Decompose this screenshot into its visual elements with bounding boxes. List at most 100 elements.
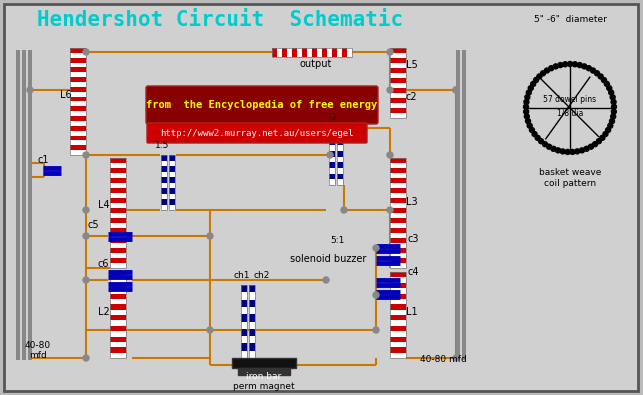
Circle shape <box>453 87 459 93</box>
Text: c2: c2 <box>406 92 417 102</box>
Text: Hendershot Circuit  Schematic: Hendershot Circuit Schematic <box>37 10 403 30</box>
Bar <box>329 128 335 185</box>
Bar <box>110 188 126 193</box>
Circle shape <box>600 135 605 140</box>
Circle shape <box>83 207 89 213</box>
Bar <box>390 293 406 299</box>
Circle shape <box>590 68 595 73</box>
Text: solenoid buzzer: solenoid buzzer <box>290 254 367 264</box>
Text: L4: L4 <box>98 200 109 210</box>
Bar <box>241 285 247 358</box>
Circle shape <box>611 114 616 119</box>
Text: http://www2.murray.net.au/users/egel: http://www2.murray.net.au/users/egel <box>160 128 354 137</box>
Bar <box>110 258 126 263</box>
Bar <box>70 48 86 53</box>
Circle shape <box>83 233 89 239</box>
Bar <box>337 128 343 185</box>
Text: 40-80 mfd: 40-80 mfd <box>420 355 467 364</box>
Bar <box>70 48 86 155</box>
Circle shape <box>523 104 529 109</box>
Bar <box>161 155 167 210</box>
Circle shape <box>607 86 611 90</box>
Circle shape <box>527 123 532 128</box>
Circle shape <box>595 71 599 76</box>
Circle shape <box>601 77 606 83</box>
Circle shape <box>534 77 539 83</box>
Bar <box>110 326 126 331</box>
Text: c5: c5 <box>88 220 100 230</box>
Bar <box>272 47 277 56</box>
Circle shape <box>525 95 530 100</box>
Circle shape <box>83 152 89 158</box>
Bar <box>332 47 337 56</box>
Text: L3: L3 <box>406 197 417 207</box>
Bar <box>70 87 86 92</box>
Bar <box>110 228 126 233</box>
Text: 1/8 dia: 1/8 dia <box>557 109 583 117</box>
Bar <box>241 343 247 351</box>
Bar <box>161 188 167 194</box>
Bar <box>329 139 335 145</box>
Text: mfd: mfd <box>29 351 47 360</box>
Circle shape <box>532 132 537 137</box>
Circle shape <box>553 64 558 69</box>
Text: basket weave: basket weave <box>539 168 601 177</box>
Bar <box>337 139 343 145</box>
Bar <box>249 285 255 358</box>
Circle shape <box>560 149 565 154</box>
Bar <box>390 68 406 73</box>
Bar <box>70 145 86 150</box>
Bar <box>337 128 343 185</box>
Bar <box>232 358 296 368</box>
Text: 1:5: 1:5 <box>155 141 169 150</box>
FancyBboxPatch shape <box>146 86 378 124</box>
Text: perm magnet: perm magnet <box>233 382 294 391</box>
Text: c1: c1 <box>38 155 50 165</box>
Bar <box>110 315 126 320</box>
Circle shape <box>603 132 608 137</box>
Circle shape <box>373 292 379 298</box>
Bar <box>390 272 406 358</box>
Bar <box>241 285 247 292</box>
Circle shape <box>547 144 552 149</box>
Bar <box>28 50 32 360</box>
Bar <box>456 50 460 360</box>
Bar <box>169 199 175 205</box>
Bar <box>390 88 406 93</box>
Bar <box>342 47 347 56</box>
Circle shape <box>568 62 572 66</box>
Bar <box>390 58 406 63</box>
Circle shape <box>207 327 213 333</box>
Bar <box>390 198 406 203</box>
Text: from  the Encyclopedia of free energy: from the Encyclopedia of free energy <box>147 100 377 110</box>
Bar <box>390 218 406 223</box>
Circle shape <box>387 152 393 158</box>
Circle shape <box>525 118 530 124</box>
Bar <box>110 208 126 213</box>
Bar <box>241 314 247 322</box>
Bar <box>390 272 406 358</box>
Bar <box>329 151 335 156</box>
Circle shape <box>545 68 550 73</box>
Circle shape <box>584 146 589 151</box>
Bar <box>22 50 26 360</box>
Bar <box>238 368 290 375</box>
Bar <box>390 168 406 173</box>
Circle shape <box>551 146 556 151</box>
Circle shape <box>387 87 393 93</box>
Bar <box>390 258 406 263</box>
Bar <box>241 299 247 307</box>
Text: L6: L6 <box>60 90 71 100</box>
Text: 57 dowel pins: 57 dowel pins <box>543 96 597 105</box>
Bar <box>169 188 175 194</box>
Bar <box>70 48 86 155</box>
Text: L1: L1 <box>406 307 417 317</box>
Circle shape <box>611 109 617 114</box>
Circle shape <box>373 327 379 333</box>
Circle shape <box>556 148 561 153</box>
Bar <box>161 155 167 160</box>
Bar <box>337 162 343 168</box>
Bar <box>110 158 126 268</box>
Bar <box>337 151 343 156</box>
Bar <box>390 48 406 118</box>
